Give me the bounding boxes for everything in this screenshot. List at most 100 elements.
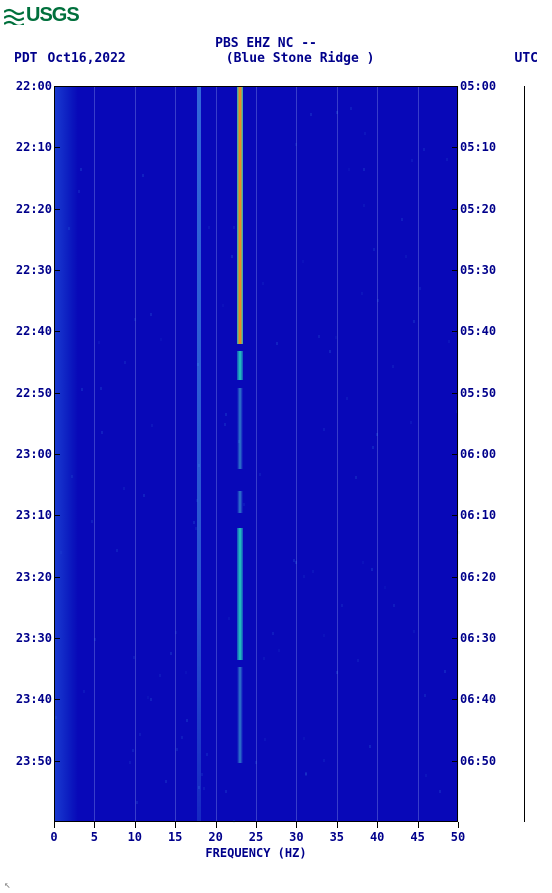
y-tick-left: 23:10	[16, 508, 52, 522]
noise-speck	[165, 780, 167, 783]
spectrogram-plot	[54, 86, 458, 822]
gridline	[377, 86, 378, 822]
noise-speck	[318, 335, 320, 338]
noise-speck	[222, 304, 224, 307]
noise-speck	[323, 428, 325, 431]
gridline	[418, 86, 419, 822]
noise-speck	[363, 204, 365, 207]
x-tick-label: 25	[249, 830, 263, 844]
spectral-feature	[237, 667, 243, 763]
chart-title: PBS EHZ NC --	[0, 36, 552, 51]
y-tick-left: 23:20	[16, 570, 52, 584]
cursor-mark: ↖	[4, 878, 11, 891]
noise-speck	[377, 299, 379, 302]
noise-speck	[272, 632, 274, 635]
noise-speck	[132, 749, 134, 752]
tick-mark	[452, 699, 458, 700]
noise-speck	[312, 570, 314, 573]
tick-mark	[452, 761, 458, 762]
noise-speck	[185, 671, 187, 674]
tick-mark	[54, 822, 55, 828]
noise-speck	[264, 738, 266, 741]
noise-speck	[444, 670, 446, 673]
y-tick-left: 22:40	[16, 324, 52, 338]
noise-speck	[94, 638, 96, 641]
x-tick-label: 50	[451, 830, 465, 844]
gridline	[296, 86, 297, 822]
tick-mark	[256, 822, 257, 828]
tick-mark	[54, 761, 60, 762]
tick-mark	[54, 147, 60, 148]
noise-speck	[197, 363, 199, 366]
noise-speck	[186, 719, 188, 722]
noise-speck	[413, 630, 415, 633]
noise-speck	[255, 761, 257, 764]
tick-mark	[54, 393, 60, 394]
noise-speck	[159, 674, 161, 677]
noise-speck	[98, 341, 100, 344]
noise-speck	[369, 745, 371, 748]
y-tick-left: 23:00	[16, 447, 52, 461]
noise-speck	[195, 527, 197, 530]
tick-mark	[452, 147, 458, 148]
y-tick-left: 22:10	[16, 140, 52, 154]
y-tick-right: 05:30	[460, 263, 496, 277]
tick-mark	[452, 638, 458, 639]
noise-speck	[134, 318, 136, 321]
noise-speck	[233, 226, 235, 229]
x-tick-label: 20	[208, 830, 222, 844]
date-label: Oct16,2022	[47, 51, 125, 66]
tick-mark	[216, 822, 217, 828]
y-tick-right: 06:10	[460, 508, 496, 522]
noise-speck	[341, 604, 343, 607]
gridline	[175, 86, 176, 822]
noise-speck	[348, 168, 350, 171]
noise-speck	[364, 132, 366, 135]
right-vertical-bar	[524, 86, 525, 822]
noise-speck	[329, 350, 331, 353]
noise-speck	[228, 617, 230, 620]
tick-mark	[458, 822, 459, 828]
gridline	[256, 86, 257, 822]
x-tick-label: 0	[50, 830, 57, 844]
x-tick-label: 10	[128, 830, 142, 844]
gridline	[337, 86, 338, 822]
noise-speck	[225, 790, 227, 793]
noise-speck	[310, 113, 312, 116]
noise-speck	[80, 168, 82, 171]
tick-mark	[452, 577, 458, 578]
tick-mark	[135, 822, 136, 828]
x-tick-label: 45	[410, 830, 424, 844]
y-tick-left: 23:50	[16, 754, 52, 768]
noise-speck	[170, 652, 172, 655]
noise-speck	[419, 287, 421, 290]
noise-speck	[71, 475, 73, 478]
noise-speck	[384, 586, 386, 589]
noise-speck	[225, 413, 227, 416]
noise-speck	[336, 671, 338, 674]
noise-speck	[372, 446, 374, 449]
usgs-logo: USGS	[4, 4, 79, 27]
tick-mark	[175, 822, 176, 828]
y-tick-right: 05:10	[460, 140, 496, 154]
noise-speck	[208, 226, 210, 229]
y-tick-left: 22:30	[16, 263, 52, 277]
tick-mark	[54, 209, 60, 210]
noise-speck	[143, 494, 145, 497]
noise-speck	[405, 255, 407, 258]
noise-speck	[259, 473, 261, 476]
noise-speck	[124, 361, 126, 364]
tick-mark	[452, 393, 458, 394]
noise-speck	[262, 282, 264, 285]
noise-speck	[423, 148, 425, 151]
logo-text: USGS	[26, 4, 79, 27]
noise-speck	[302, 260, 304, 263]
noise-speck	[83, 690, 85, 693]
x-axis-label: FREQUENCY (HZ)	[54, 846, 458, 860]
noise-speck	[68, 227, 70, 230]
noise-speck	[303, 575, 305, 578]
tick-mark	[452, 270, 458, 271]
tick-mark	[452, 515, 458, 516]
noise-speck	[198, 786, 200, 789]
y-axis-left: 22:0022:1022:2022:3022:4022:5023:0023:10…	[12, 86, 54, 822]
